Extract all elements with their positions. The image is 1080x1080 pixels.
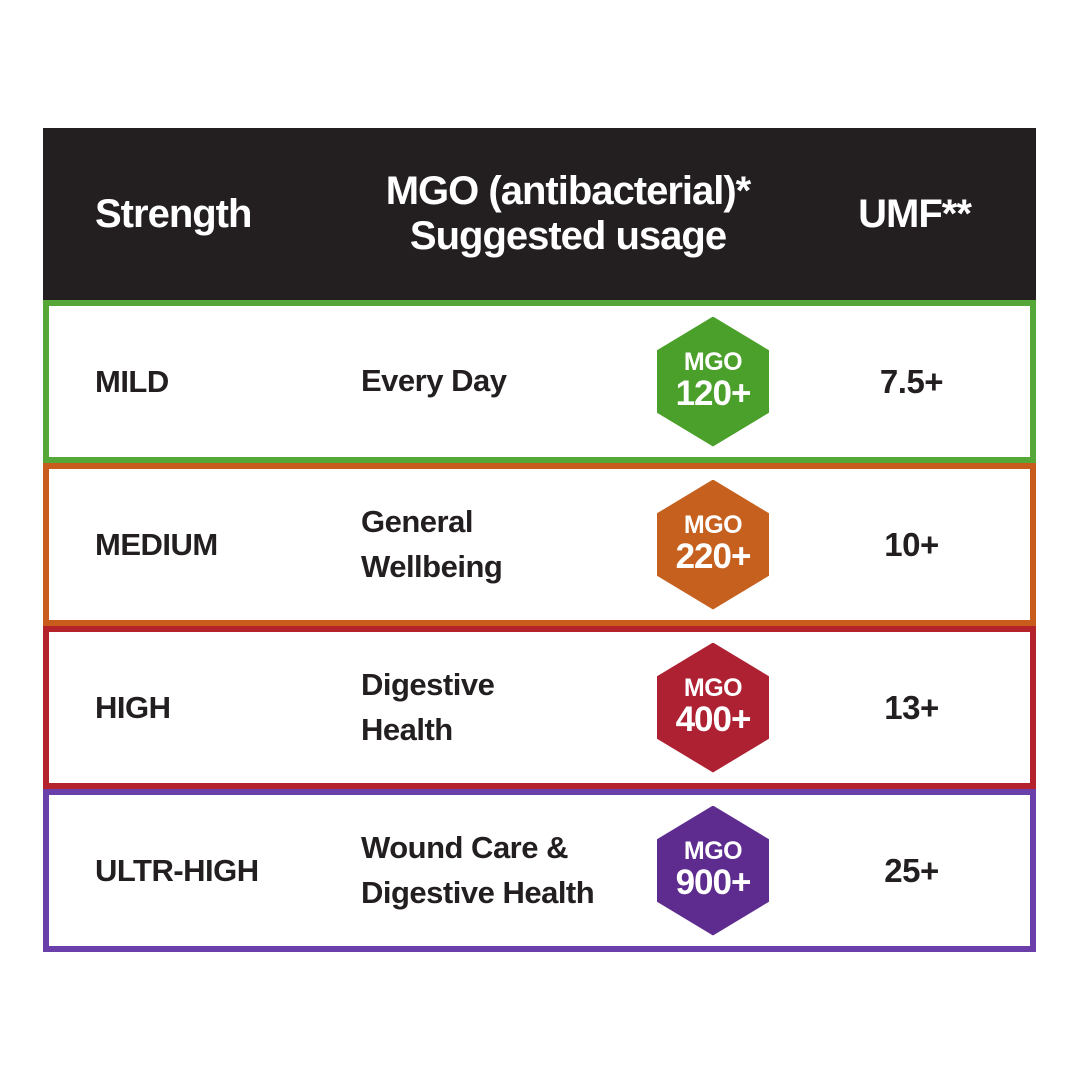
table-row-ultra-high: ULTR-HIGH Wound Care & Digestive Health … <box>43 789 1036 952</box>
usage-line: Digestive <box>361 667 495 703</box>
mgo-badge-label: MGO <box>683 511 743 540</box>
badge-cell: MGO 400+ <box>633 642 793 773</box>
table-row-mild: MILD Every Day MGO 120+ 7.5+ <box>43 300 1036 463</box>
usage-text: Digestive Health <box>343 663 633 751</box>
mgo-badge-value: 900+ <box>675 863 752 903</box>
usage-line: Health <box>361 711 453 747</box>
badge-cell: MGO 220+ <box>633 479 793 610</box>
strength-label: ULTR-HIGH <box>95 852 259 888</box>
header-umf: UMF** <box>858 191 972 236</box>
umf-value: 25+ <box>884 851 939 889</box>
mgo-hexagon-icon: MGO 120+ <box>657 316 769 447</box>
badge-cell: MGO 120+ <box>633 316 793 447</box>
umf-value: 10+ <box>884 525 939 563</box>
umf-value: 13+ <box>884 688 939 726</box>
mgo-badge-value: 120+ <box>675 374 752 414</box>
mgo-badge-label: MGO <box>683 348 743 377</box>
mgo-hexagon-icon: MGO 400+ <box>657 642 769 773</box>
mgo-badge-label: MGO <box>683 674 743 703</box>
mgo-hexagon-icon: MGO 900+ <box>657 805 769 936</box>
header-strength: Strength <box>95 191 252 236</box>
table-header: Strength MGO (antibacterial)* Suggested … <box>43 128 1036 300</box>
header-mgo-line1: MGO (antibacterial)* <box>385 169 752 214</box>
strength-label: MILD <box>95 363 169 399</box>
usage-line: General <box>361 504 473 540</box>
manuka-strength-table: Strength MGO (antibacterial)* Suggested … <box>43 128 1036 952</box>
table-row-medium: MEDIUM General Wellbeing MGO 220+ 10+ <box>43 463 1036 626</box>
usage-line: Every Day <box>361 363 507 399</box>
mgo-badge-value: 400+ <box>675 700 752 740</box>
usage-text: Wound Care & Digestive Health <box>343 826 633 914</box>
usage-text: General Wellbeing <box>343 500 633 588</box>
mgo-hexagon-icon: MGO 220+ <box>657 479 769 610</box>
table-row-high: HIGH Digestive Health MGO 400+ 13+ <box>43 626 1036 789</box>
header-mgo-line2: Suggested usage <box>409 214 727 258</box>
header-mgo-usage: MGO (antibacterial)* Suggested usage <box>343 169 793 259</box>
strength-label: HIGH <box>95 689 171 725</box>
badge-cell: MGO 900+ <box>633 805 793 936</box>
usage-line: Digestive Health <box>361 874 595 910</box>
strength-label: MEDIUM <box>95 526 218 562</box>
usage-line: Wellbeing <box>361 548 503 584</box>
mgo-badge-label: MGO <box>683 837 743 866</box>
usage-line: Wound Care & <box>361 830 569 866</box>
umf-value: 7.5+ <box>879 362 944 400</box>
usage-text: Every Day <box>343 359 633 403</box>
mgo-badge-value: 220+ <box>675 537 752 577</box>
